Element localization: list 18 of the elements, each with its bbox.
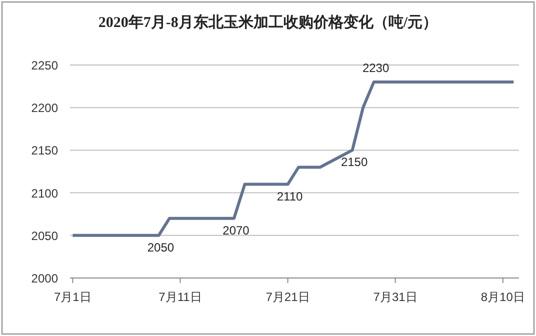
line-series — [71, 80, 516, 237]
y-tick-label: 2050 — [31, 228, 58, 243]
data-label: 2150 — [340, 155, 368, 170]
data-label: 2230 — [362, 61, 390, 76]
y-tick-label: 2200 — [31, 101, 58, 116]
data-label: 2110 — [276, 189, 304, 204]
data-label: 2070 — [222, 223, 250, 238]
y-tick-label: 2000 — [31, 272, 58, 286]
x-tick-label: 7月1日 — [54, 290, 92, 304]
x-tick-label: 7月21日 — [266, 290, 310, 304]
x-tick-label: 8月10日 — [480, 290, 525, 304]
x-tick-label: 7月31日 — [373, 290, 418, 304]
y-tick-label: 2250 — [31, 58, 58, 72]
y-tick-label: 2100 — [31, 186, 58, 200]
x-tick-label: 7月11日 — [158, 290, 202, 304]
chart-title: 2020年7月-8月东北玉米加工收购价格变化（吨/元） — [98, 13, 438, 31]
data-label: 2050 — [147, 240, 174, 254]
y-tick-label: 2150 — [31, 144, 58, 158]
